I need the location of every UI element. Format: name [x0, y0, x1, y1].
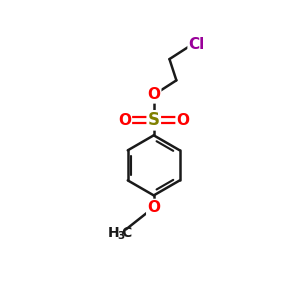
Text: O: O [147, 200, 160, 215]
Text: O: O [177, 113, 190, 128]
Text: S: S [148, 111, 160, 129]
Text: H: H [107, 226, 119, 240]
Text: O: O [147, 87, 160, 102]
Text: 3: 3 [117, 231, 124, 241]
Text: C: C [121, 226, 131, 240]
Text: O: O [118, 113, 131, 128]
Text: Cl: Cl [189, 37, 205, 52]
